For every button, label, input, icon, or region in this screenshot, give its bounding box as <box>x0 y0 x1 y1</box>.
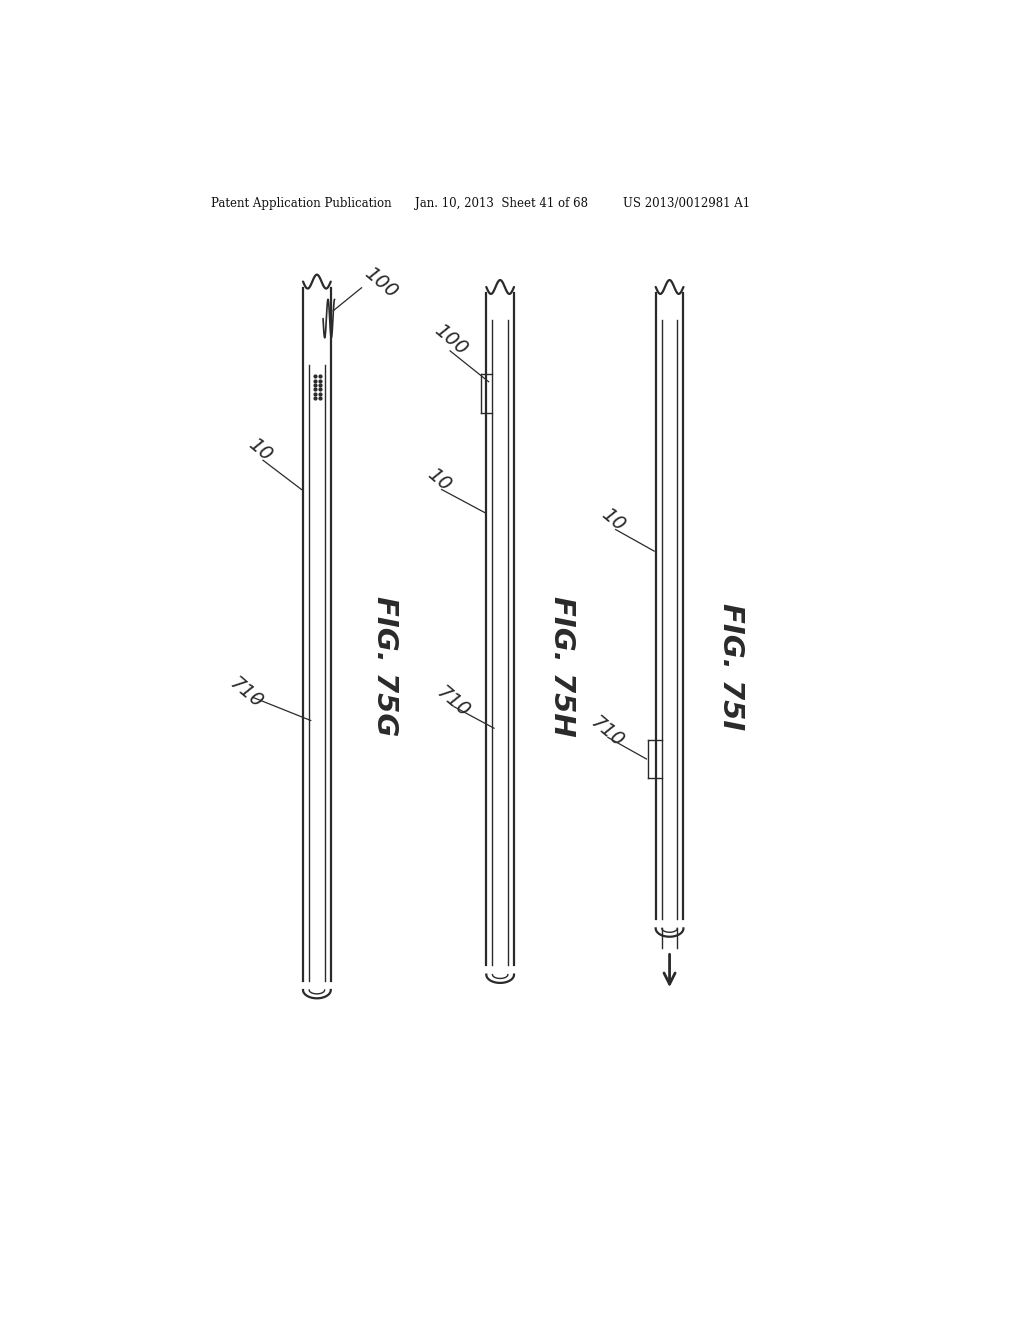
Text: 10: 10 <box>245 434 275 466</box>
Text: Jan. 10, 2013  Sheet 41 of 68: Jan. 10, 2013 Sheet 41 of 68 <box>416 197 589 210</box>
Text: 710: 710 <box>226 673 266 711</box>
Text: 710: 710 <box>432 682 473 721</box>
Text: Patent Application Publication: Patent Application Publication <box>211 197 392 210</box>
Text: FIG. 75G: FIG. 75G <box>371 597 398 737</box>
Text: US 2013/0012981 A1: US 2013/0012981 A1 <box>624 197 751 210</box>
Text: 100: 100 <box>360 264 400 302</box>
Text: 100: 100 <box>431 321 471 359</box>
Text: FIG. 75I: FIG. 75I <box>717 603 745 730</box>
Text: FIG. 75H: FIG. 75H <box>548 597 575 737</box>
Text: 10: 10 <box>423 465 455 495</box>
Text: 710: 710 <box>587 711 627 751</box>
Text: 10: 10 <box>597 504 629 535</box>
